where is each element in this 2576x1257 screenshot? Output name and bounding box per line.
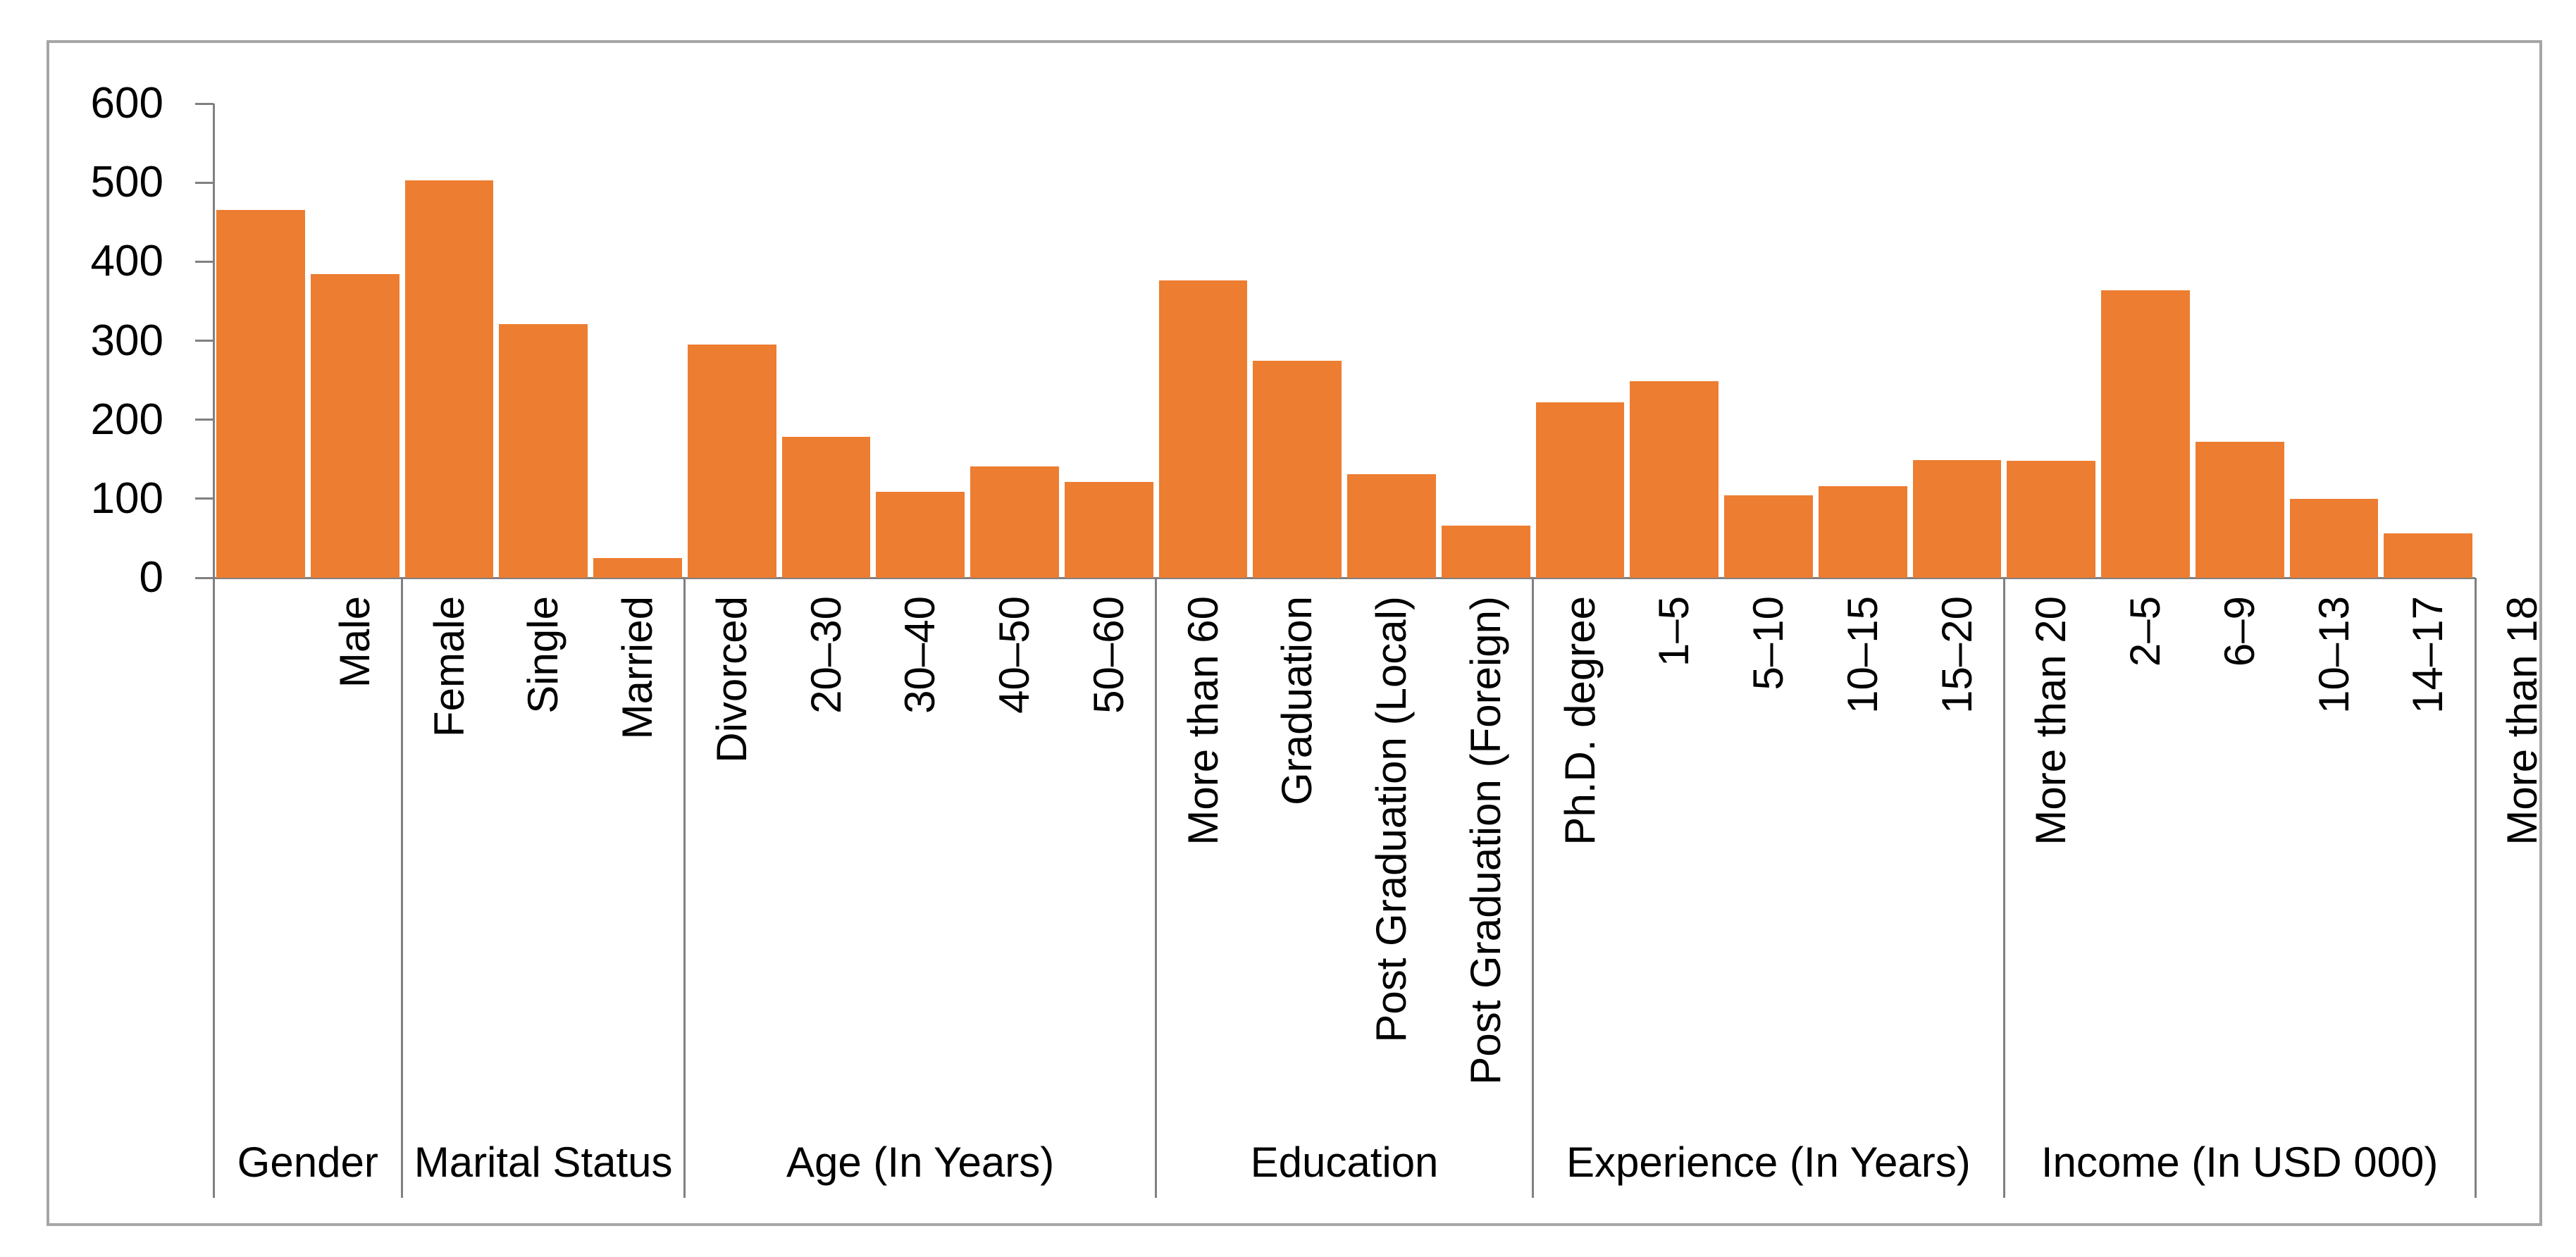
- bar-5-10: [1630, 380, 1719, 578]
- y-axis-tick-label: 100: [90, 473, 163, 523]
- group-label: Education: [1250, 1139, 1439, 1186]
- bar-30-40: [781, 437, 871, 578]
- y-axis-tick-label: 300: [90, 316, 163, 365]
- category-label: 15–20: [1933, 596, 1981, 714]
- category-label: Single: [519, 596, 567, 714]
- y-tick-mark: [195, 260, 213, 263]
- bar-more-than-60: [1064, 482, 1153, 578]
- y-tick-mark: [195, 419, 213, 421]
- y-axis-tick-label: 600: [90, 79, 163, 128]
- bar-2-5: [2007, 460, 2095, 578]
- category-label: 1–5: [1650, 596, 1698, 667]
- bar-50-60: [970, 466, 1059, 578]
- group-label: Age (In Years): [786, 1139, 1055, 1186]
- bar-6-9: [2101, 290, 2190, 578]
- y-tick-mark: [195, 181, 213, 184]
- category-label: Female: [425, 596, 473, 738]
- y-tick-mark: [195, 576, 213, 579]
- bar-20-30: [687, 345, 776, 578]
- group-separator: [1155, 578, 1157, 1198]
- bar-single: [404, 180, 494, 578]
- bar-15-20: [1818, 485, 1907, 578]
- bar-male: [216, 210, 305, 578]
- group-label: Income (In USD 000): [2041, 1139, 2439, 1186]
- category-label: Post Graduation (Local): [1368, 596, 1415, 1043]
- category-label: 50–60: [1084, 596, 1132, 714]
- bar-divorced: [593, 557, 682, 578]
- category-label: Male: [330, 596, 378, 688]
- group-separator: [1532, 578, 1534, 1198]
- category-label: 10–15: [1838, 596, 1886, 714]
- y-tick-mark: [195, 340, 213, 342]
- y-axis-tick-label: 500: [90, 158, 163, 207]
- category-label: 20–30: [802, 596, 850, 714]
- group-separator: [2474, 578, 2477, 1198]
- bar-ph-d-degree: [1441, 525, 1530, 578]
- y-tick-mark: [195, 102, 213, 105]
- bar-post-graduation-local-: [1253, 360, 1342, 578]
- bar-post-graduation-foreign-: [1347, 474, 1436, 578]
- bar-10-15: [1724, 495, 1813, 578]
- category-label: 30–40: [896, 596, 944, 714]
- group-label: Experience (In Years): [1566, 1139, 1971, 1186]
- category-label: More than 18: [2498, 596, 2546, 846]
- category-label: 6–9: [2215, 596, 2263, 667]
- group-label: Marital Status: [414, 1139, 673, 1186]
- category-label: More than 20: [2027, 596, 2075, 846]
- category-label: Post Graduation (Foreign): [1461, 596, 1509, 1085]
- bar-more-than-18: [2384, 533, 2472, 578]
- category-label: More than 60: [1179, 596, 1227, 846]
- y-axis-tick-label: 0: [139, 553, 163, 602]
- bar-1-5: [1535, 402, 1625, 578]
- chart-border: [47, 40, 2542, 1226]
- category-label: Graduation: [1273, 596, 1321, 805]
- x-axis-line: [213, 576, 2475, 579]
- bar-female: [310, 274, 400, 578]
- y-axis-tick-label: 200: [90, 395, 163, 444]
- category-label: Married: [614, 596, 661, 740]
- category-label: 40–50: [991, 596, 1038, 714]
- group-separator: [2002, 578, 2005, 1198]
- bar-married: [499, 323, 588, 578]
- bar-40-50: [876, 491, 965, 578]
- y-axis-line: [212, 104, 215, 1198]
- bar-graduation: [1158, 280, 1248, 578]
- category-label: 14–17: [2404, 596, 2452, 714]
- bar-more-than-20: [1912, 459, 2002, 578]
- group-label: Gender: [237, 1139, 378, 1186]
- category-label: 5–10: [1745, 596, 1792, 691]
- group-separator: [401, 578, 403, 1198]
- category-label: 2–5: [2122, 596, 2169, 667]
- bar-14-17: [2289, 498, 2379, 578]
- bar-10-13: [2195, 442, 2284, 578]
- category-label: Ph.D. degree: [1556, 596, 1604, 846]
- category-label: 10–13: [2310, 596, 2358, 714]
- y-axis-tick-label: 400: [90, 237, 163, 286]
- y-tick-mark: [195, 497, 213, 500]
- category-label: Divorced: [707, 596, 755, 763]
- group-separator: [683, 578, 686, 1198]
